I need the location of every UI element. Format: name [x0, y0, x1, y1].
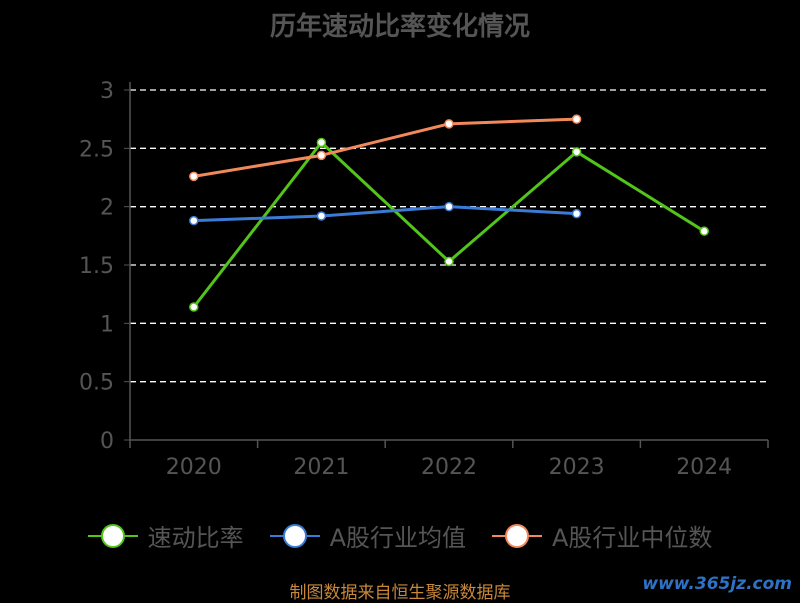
data-point-series-2 [316, 150, 327, 161]
x-tick-label: 2021 [293, 455, 349, 480]
data-point-series-2 [444, 119, 454, 129]
legend-label-series-0: 速动比率 [147, 524, 244, 552]
y-tick-label: 2 [100, 196, 114, 221]
x-tick-label: 2022 [421, 455, 477, 480]
legend-swatch-series-1 [269, 523, 320, 548]
chart-title: 历年速动比率变化情况 [269, 12, 530, 42]
legend-label-series-1: A股行业均值 [329, 524, 466, 552]
legend-item-series-2[interactable]: A股行业中位数 [492, 518, 712, 553]
x-tick-label: 2024 [676, 455, 732, 480]
legend-swatch-series-0 [87, 523, 138, 548]
data-point-series-1 [444, 201, 454, 212]
legend-swatch-series-2 [492, 523, 542, 548]
data-point-series-1 [189, 215, 199, 226]
y-tick-label: 1.5 [79, 254, 114, 279]
x-tick-label: 2023 [549, 455, 605, 480]
y-tick-label: 0.5 [79, 371, 114, 396]
data-point-series-0 [444, 256, 454, 267]
source-note: 制图数据来自恒生聚源数据库 [289, 583, 511, 603]
data-point-series-2 [189, 171, 199, 182]
data-point-series-2 [571, 114, 582, 124]
data-point-series-1 [316, 211, 327, 221]
data-point-series-0 [571, 147, 582, 157]
series-line-0 [192, 141, 705, 308]
data-point-series-1 [571, 208, 582, 219]
series-line-1 [193, 205, 577, 223]
series-line-2 [193, 117, 577, 178]
y-tick-label: 0 [100, 429, 114, 454]
chart-legend: 速动比率 A股行业均值 A股行业中位数 [0, 518, 800, 553]
data-point-series-0 [316, 137, 327, 148]
y-tick-label: 2.5 [79, 137, 114, 162]
x-tick-label: 2020 [166, 455, 222, 480]
data-point-series-0 [189, 302, 199, 312]
y-tick-label: 1 [100, 312, 114, 337]
y-tick-label: 3 [100, 79, 114, 104]
legend-label-series-2: A股行业中位数 [552, 524, 713, 552]
watermark-logo: www.365jz.com [642, 574, 792, 594]
legend-item-series-1[interactable]: A股行业均值 [269, 518, 466, 553]
data-point-series-0 [699, 226, 709, 236]
legend-item-series-0[interactable]: 速动比率 [87, 518, 244, 553]
